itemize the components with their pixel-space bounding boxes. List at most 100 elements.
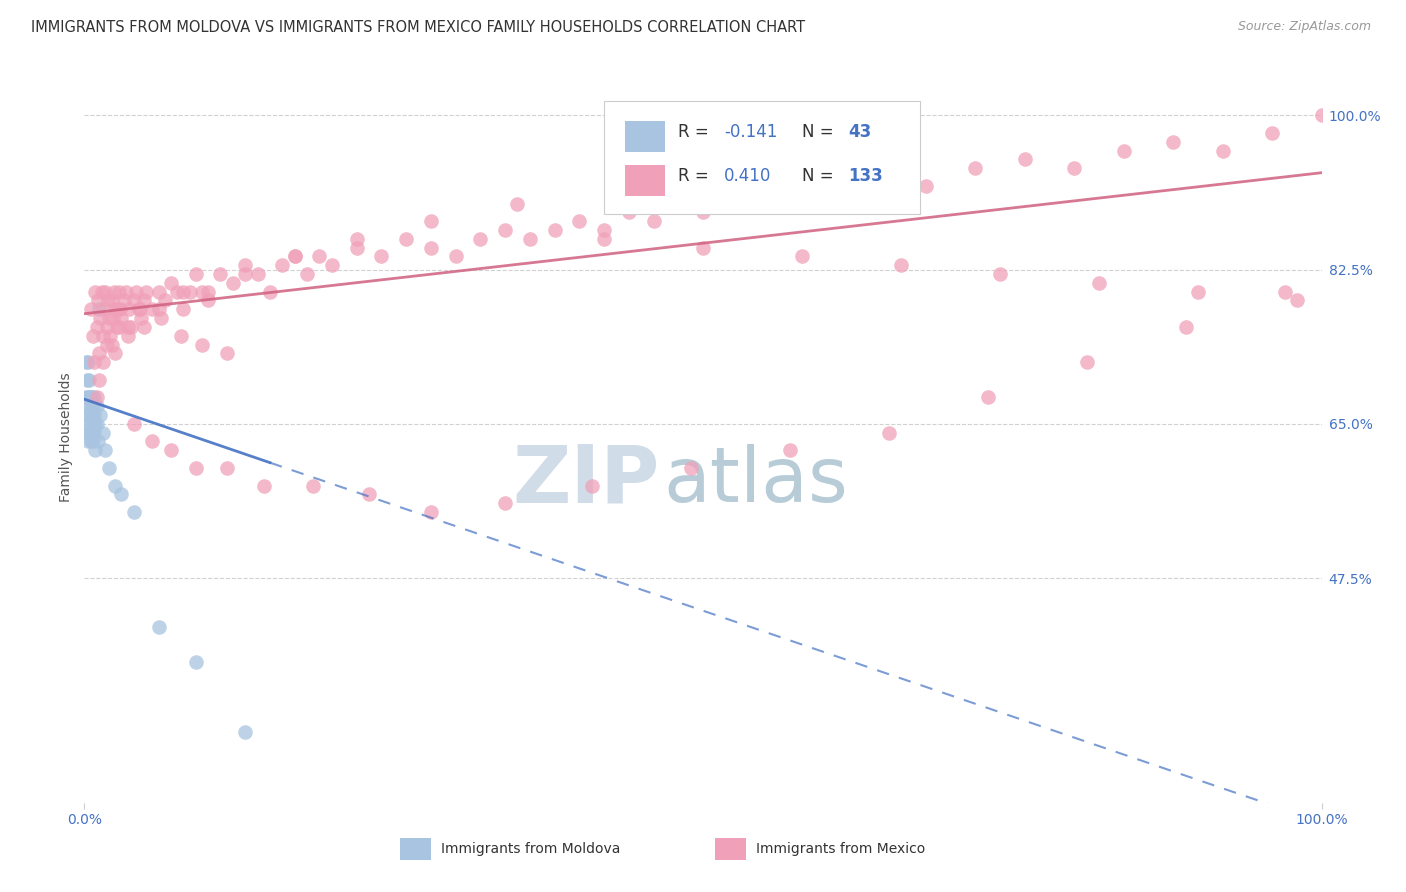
Point	[104, 346, 127, 360]
Point	[302, 478, 325, 492]
Point	[865, 170, 887, 185]
FancyBboxPatch shape	[399, 838, 430, 860]
Point	[84, 417, 107, 431]
Point	[79, 373, 101, 387]
Point	[132, 320, 155, 334]
Point	[117, 328, 139, 343]
Point	[76, 425, 98, 440]
Point	[153, 293, 176, 308]
Point	[96, 320, 118, 334]
Point	[197, 285, 219, 299]
Point	[346, 232, 368, 246]
Point	[141, 434, 163, 449]
Point	[77, 391, 100, 405]
Point	[1161, 135, 1184, 149]
Point	[1187, 285, 1209, 299]
Point	[89, 346, 111, 360]
Point	[395, 232, 418, 246]
Point	[83, 425, 105, 440]
Point	[77, 417, 100, 431]
Point	[617, 205, 640, 219]
Point	[97, 293, 120, 308]
Point	[914, 178, 936, 193]
Point	[76, 399, 98, 413]
Point	[172, 285, 194, 299]
FancyBboxPatch shape	[605, 101, 920, 214]
Point	[84, 443, 107, 458]
Point	[86, 399, 108, 413]
Point	[357, 487, 380, 501]
Point	[890, 258, 912, 272]
Point	[1076, 355, 1098, 369]
Point	[83, 355, 105, 369]
Point	[191, 337, 214, 351]
Point	[100, 337, 122, 351]
Point	[284, 249, 307, 263]
Point	[170, 328, 193, 343]
Text: Immigrants from Mexico: Immigrants from Mexico	[756, 842, 925, 856]
Point	[215, 346, 238, 360]
Point	[79, 302, 101, 317]
Text: N =: N =	[801, 123, 839, 141]
Point	[506, 196, 529, 211]
Point	[104, 478, 127, 492]
Text: 43: 43	[848, 123, 870, 141]
Point	[89, 408, 111, 422]
Point	[79, 391, 101, 405]
Point	[80, 408, 103, 422]
Point	[419, 505, 441, 519]
Point	[965, 161, 987, 176]
Point	[148, 285, 170, 299]
Point	[184, 461, 207, 475]
Point	[100, 293, 122, 308]
Point	[82, 328, 104, 343]
Point	[271, 258, 294, 272]
Point	[132, 293, 155, 308]
Point	[988, 267, 1011, 281]
Point	[593, 232, 616, 246]
Point	[321, 258, 343, 272]
Point	[82, 399, 104, 413]
Point	[90, 285, 112, 299]
Point	[91, 355, 114, 369]
Text: IMMIGRANTS FROM MOLDOVA VS IMMIGRANTS FROM MEXICO FAMILY HOUSEHOLDS CORRELATION : IMMIGRANTS FROM MOLDOVA VS IMMIGRANTS FR…	[31, 20, 806, 35]
Point	[76, 408, 98, 422]
Point	[83, 391, 105, 405]
Point	[370, 249, 392, 263]
Text: 133: 133	[848, 167, 883, 185]
Text: ZIP: ZIP	[512, 442, 659, 520]
Point	[148, 302, 170, 317]
Point	[150, 311, 173, 326]
Point	[1014, 153, 1036, 167]
Point	[98, 328, 121, 343]
Point	[89, 373, 111, 387]
Point	[87, 293, 110, 308]
FancyBboxPatch shape	[626, 165, 665, 195]
Point	[494, 496, 516, 510]
Point	[82, 417, 104, 431]
Point	[692, 241, 714, 255]
Point	[84, 285, 107, 299]
Point	[105, 320, 128, 334]
Point	[308, 249, 330, 263]
Point	[101, 311, 124, 326]
Point	[184, 655, 207, 669]
Point	[191, 285, 214, 299]
Point	[104, 302, 127, 317]
Point	[1261, 126, 1284, 140]
Point	[1310, 108, 1333, 122]
Point	[96, 337, 118, 351]
Point	[160, 443, 183, 458]
Point	[91, 328, 114, 343]
Point	[222, 276, 245, 290]
Point	[108, 320, 131, 334]
Point	[184, 267, 207, 281]
Point	[419, 241, 441, 255]
Point	[117, 320, 139, 334]
Point	[295, 267, 318, 281]
Point	[1285, 293, 1308, 308]
Point	[160, 276, 183, 290]
Point	[179, 285, 201, 299]
Point	[581, 478, 603, 492]
Point	[253, 478, 276, 492]
